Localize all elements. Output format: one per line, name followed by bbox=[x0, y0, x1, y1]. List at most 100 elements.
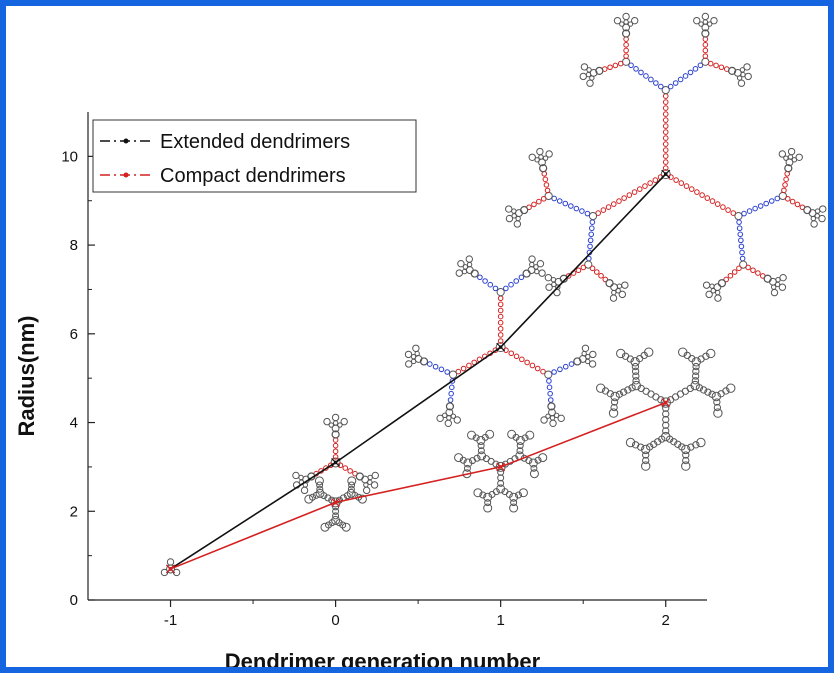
atom-ring bbox=[686, 384, 694, 393]
atom-ring bbox=[497, 295, 504, 302]
atom-ring bbox=[621, 352, 630, 360]
atom-ring bbox=[331, 430, 340, 439]
atom-ring bbox=[508, 350, 515, 357]
atom-ring bbox=[363, 482, 369, 488]
molecule-illustrations bbox=[160, 12, 827, 577]
atom-ring bbox=[551, 369, 557, 375]
atom-ring bbox=[454, 453, 464, 463]
atom-ring bbox=[328, 422, 334, 428]
atom-ring bbox=[347, 485, 355, 493]
atom-ring bbox=[340, 417, 348, 426]
atom-ring bbox=[447, 397, 454, 403]
atom-ring bbox=[539, 164, 548, 173]
atom-ring bbox=[605, 204, 612, 210]
atom-ring bbox=[547, 402, 556, 411]
atom-ring bbox=[662, 410, 670, 418]
atom-ring bbox=[616, 283, 623, 289]
legend-box bbox=[92, 119, 417, 193]
atom-ring bbox=[579, 208, 585, 214]
atom-ring bbox=[467, 430, 477, 440]
atom-ring bbox=[466, 261, 473, 268]
molecule-compact-gen0 bbox=[304, 476, 367, 532]
y-tick-label-5: 10 bbox=[61, 148, 78, 165]
atom-ring bbox=[718, 64, 725, 71]
atom-ring bbox=[328, 519, 336, 527]
atom-ring bbox=[347, 476, 357, 486]
atom-ring bbox=[492, 285, 499, 292]
atom-ring bbox=[810, 220, 818, 228]
atom-ring bbox=[702, 47, 709, 54]
atom-ring bbox=[404, 350, 413, 359]
atom-ring bbox=[544, 187, 551, 194]
atom-ring bbox=[682, 451, 690, 459]
atom-ring bbox=[783, 155, 789, 161]
atom-ring bbox=[497, 332, 504, 338]
atom-ring bbox=[662, 99, 669, 105]
atom-ring bbox=[631, 16, 639, 25]
atom-ring bbox=[587, 243, 593, 250]
atom-ring bbox=[696, 437, 706, 448]
atom-ring bbox=[525, 457, 533, 465]
atom-ring bbox=[695, 384, 704, 392]
atom-ring bbox=[584, 260, 593, 269]
data-point-dot bbox=[663, 172, 668, 176]
atom-ring bbox=[738, 237, 744, 244]
atom-ring bbox=[477, 274, 483, 281]
atom-ring bbox=[477, 447, 485, 455]
molecule-extended-gen2 bbox=[505, 12, 827, 302]
atom-ring bbox=[589, 350, 597, 359]
atom-ring bbox=[477, 451, 487, 461]
atom-ring bbox=[529, 469, 539, 479]
series-line-0 bbox=[170, 173, 667, 570]
atom-ring bbox=[516, 447, 524, 455]
atom-ring bbox=[463, 464, 471, 472]
atom-ring bbox=[610, 201, 617, 207]
atom-ring bbox=[763, 274, 772, 283]
atom-ring bbox=[692, 441, 700, 449]
atom-ring bbox=[789, 198, 796, 205]
atom-ring bbox=[636, 186, 643, 192]
atom-ring bbox=[450, 413, 457, 419]
atom-ring bbox=[444, 419, 452, 427]
data-point-dot bbox=[333, 500, 338, 505]
atom-ring bbox=[487, 281, 494, 288]
atom-ring bbox=[534, 456, 542, 464]
atom-ring bbox=[698, 21, 704, 27]
atom-ring bbox=[617, 60, 624, 67]
y-tick-label-3: 6 bbox=[70, 326, 78, 343]
atom-ring bbox=[544, 273, 553, 282]
atom-ring bbox=[508, 281, 514, 288]
atom-ring bbox=[688, 186, 695, 192]
atom-ring bbox=[678, 347, 688, 357]
atom-ring bbox=[332, 442, 339, 449]
atom-ring bbox=[461, 268, 468, 275]
atom-ring bbox=[690, 380, 700, 391]
atom-ring bbox=[662, 117, 669, 123]
atom-ring bbox=[718, 279, 726, 288]
atom-ring bbox=[770, 288, 779, 297]
atom-ring bbox=[438, 366, 445, 373]
atom-ring bbox=[687, 69, 694, 76]
atom-ring bbox=[522, 269, 531, 278]
atom-ring bbox=[632, 372, 640, 380]
legend-marker-compact bbox=[123, 172, 129, 178]
atom-ring bbox=[337, 422, 343, 428]
atom-ring bbox=[497, 325, 504, 332]
atom-ring bbox=[341, 522, 351, 532]
atom-ring bbox=[750, 267, 756, 274]
atom-ring bbox=[524, 359, 530, 366]
atom-ring bbox=[728, 67, 737, 75]
atom-ring bbox=[528, 153, 536, 162]
atom-ring bbox=[662, 415, 670, 424]
atom-ring bbox=[653, 80, 659, 86]
atom-ring bbox=[662, 105, 669, 111]
atom-ring bbox=[662, 165, 669, 171]
atom-ring bbox=[731, 269, 738, 275]
atom-ring bbox=[588, 360, 597, 368]
atom-ring bbox=[457, 259, 465, 268]
atom-ring bbox=[446, 402, 454, 411]
atom-ring bbox=[713, 398, 721, 406]
data-point-dot bbox=[663, 400, 668, 405]
molecule-extended-gen0 bbox=[292, 413, 379, 495]
atom-ring bbox=[818, 214, 826, 223]
